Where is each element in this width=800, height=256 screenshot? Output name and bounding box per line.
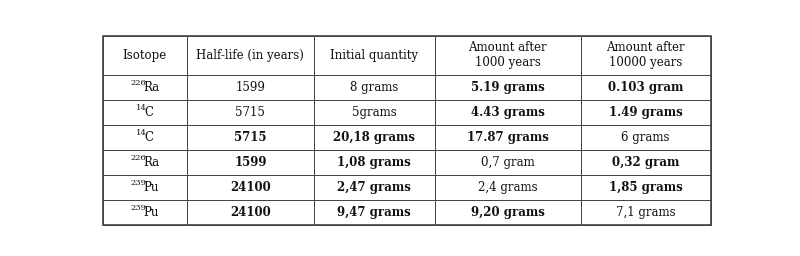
- Bar: [187, 36, 314, 75]
- Text: 1,08 grams: 1,08 grams: [338, 156, 411, 169]
- Bar: [581, 75, 710, 100]
- Bar: [187, 100, 314, 125]
- Bar: [187, 75, 314, 100]
- Bar: [581, 100, 710, 125]
- Bar: [581, 150, 710, 175]
- Text: Amount after
1000 years: Amount after 1000 years: [468, 41, 547, 69]
- Bar: [103, 75, 187, 100]
- Text: 5715: 5715: [234, 131, 266, 144]
- Bar: [103, 175, 187, 200]
- Text: 24100: 24100: [230, 181, 270, 194]
- Bar: [435, 125, 581, 150]
- Text: C: C: [145, 106, 154, 119]
- Bar: [103, 125, 187, 150]
- Text: 17.87 grams: 17.87 grams: [466, 131, 549, 144]
- Text: 8 grams: 8 grams: [350, 81, 398, 94]
- Bar: [103, 100, 187, 125]
- Text: Pu: Pu: [144, 206, 159, 219]
- Text: 5grams: 5grams: [352, 106, 397, 119]
- Text: 14: 14: [137, 104, 147, 112]
- Text: 7,1 grams: 7,1 grams: [616, 206, 675, 219]
- Text: 239: 239: [130, 179, 146, 187]
- Bar: [103, 150, 187, 175]
- Text: 2,47 grams: 2,47 grams: [338, 181, 411, 194]
- Bar: [435, 36, 581, 75]
- Text: Initial quantity: Initial quantity: [330, 49, 418, 62]
- Text: 4.43 grams: 4.43 grams: [470, 106, 545, 119]
- Text: Amount after
10000 years: Amount after 10000 years: [606, 41, 685, 69]
- Bar: [314, 200, 435, 225]
- Bar: [187, 200, 314, 225]
- Text: 226: 226: [131, 154, 146, 162]
- Text: 1,85 grams: 1,85 grams: [609, 181, 682, 194]
- Text: 1599: 1599: [235, 81, 266, 94]
- Text: Isotope: Isotope: [123, 49, 167, 62]
- Bar: [314, 175, 435, 200]
- Text: 226: 226: [131, 79, 146, 87]
- Text: 9,47 grams: 9,47 grams: [338, 206, 411, 219]
- Text: Pu: Pu: [144, 181, 159, 194]
- Bar: [581, 125, 710, 150]
- Text: 14: 14: [137, 129, 147, 137]
- Text: 2,4 grams: 2,4 grams: [478, 181, 538, 194]
- Text: 5.19 grams: 5.19 grams: [470, 81, 545, 94]
- Text: 0,32 gram: 0,32 gram: [612, 156, 679, 169]
- Bar: [314, 100, 435, 125]
- Text: 20,18 grams: 20,18 grams: [334, 131, 415, 144]
- Bar: [103, 200, 187, 225]
- Text: 239: 239: [130, 204, 146, 212]
- Text: 5715: 5715: [235, 106, 266, 119]
- Bar: [581, 175, 710, 200]
- Bar: [435, 100, 581, 125]
- Text: 1.49 grams: 1.49 grams: [609, 106, 682, 119]
- Bar: [314, 125, 435, 150]
- Bar: [314, 36, 435, 75]
- Bar: [187, 150, 314, 175]
- Text: Half-life (in years): Half-life (in years): [197, 49, 304, 62]
- Text: 24100: 24100: [230, 206, 270, 219]
- Bar: [187, 125, 314, 150]
- Bar: [314, 75, 435, 100]
- Bar: [581, 36, 710, 75]
- Bar: [435, 175, 581, 200]
- Text: Ra: Ra: [143, 156, 159, 169]
- Text: C: C: [145, 131, 154, 144]
- Bar: [435, 75, 581, 100]
- Text: 0,7 gram: 0,7 gram: [481, 156, 534, 169]
- Bar: [435, 200, 581, 225]
- Bar: [187, 175, 314, 200]
- Bar: [581, 200, 710, 225]
- Bar: [435, 150, 581, 175]
- Text: 1599: 1599: [234, 156, 266, 169]
- Text: 0.103 gram: 0.103 gram: [608, 81, 683, 94]
- Bar: [314, 150, 435, 175]
- Text: 9,20 grams: 9,20 grams: [470, 206, 545, 219]
- Bar: [103, 36, 187, 75]
- Text: 6 grams: 6 grams: [622, 131, 670, 144]
- Text: Ra: Ra: [143, 81, 159, 94]
